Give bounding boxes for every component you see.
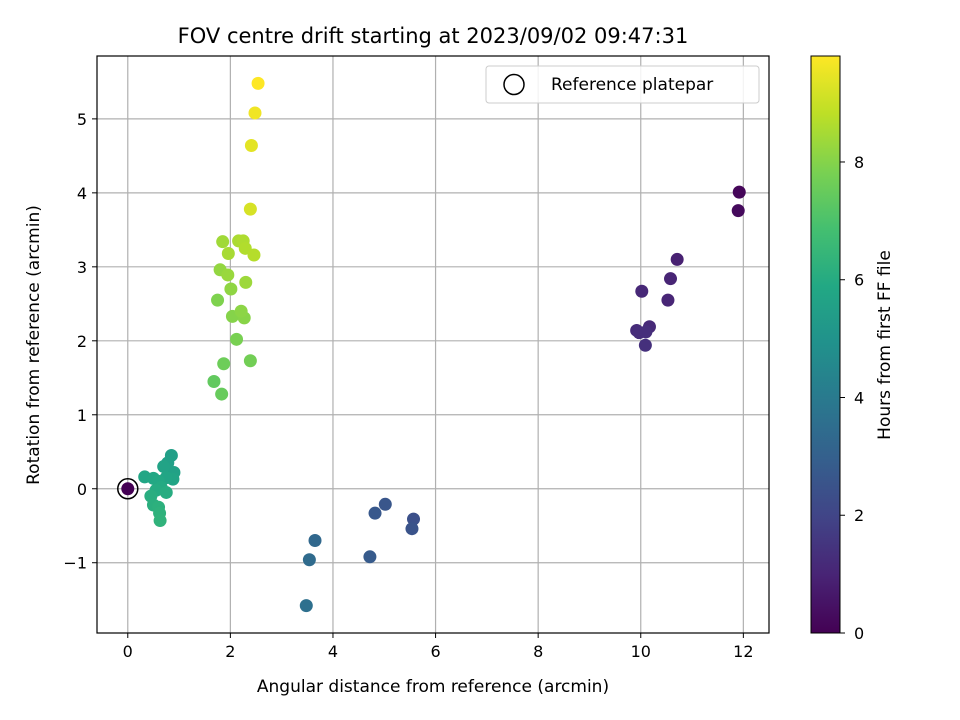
data-point	[635, 284, 649, 298]
x-tick-label: 8	[533, 642, 543, 661]
legend-box	[485, 65, 760, 104]
data-point	[230, 332, 244, 346]
data-point	[664, 272, 678, 286]
data-point	[224, 282, 238, 296]
data-point	[221, 268, 235, 282]
y-tick-label: 0	[77, 480, 87, 499]
x-axis-ticks: 0 2 4 6 8 10 12	[123, 633, 754, 661]
y-tick-label: 5	[77, 110, 87, 129]
data-point	[221, 247, 235, 261]
data-point	[244, 139, 258, 153]
y-axis-label: Rotation from reference (arcmin)	[24, 205, 44, 485]
x-tick-label: 0	[123, 642, 133, 661]
plot-frame	[96, 55, 770, 634]
x-tick-label: 2	[225, 642, 235, 661]
data-point	[159, 485, 173, 499]
y-tick-label: 2	[77, 332, 87, 351]
colorbar-tick-label: 4	[854, 388, 864, 407]
colorbar-ticks: 0 2 4 6 8	[840, 153, 864, 643]
colorbar	[810, 55, 841, 634]
data-point	[638, 338, 652, 352]
data-point	[153, 514, 167, 528]
data-point	[207, 374, 221, 388]
data-point	[378, 497, 392, 511]
data-point	[251, 76, 265, 90]
legend: Reference platepar	[485, 65, 760, 104]
y-tick-label: 3	[77, 258, 87, 277]
data-point	[247, 248, 261, 262]
colorbar-tick-label: 6	[854, 271, 864, 290]
x-tick-label: 4	[328, 642, 338, 661]
scatter-points	[121, 76, 746, 613]
x-tick-label: 10	[631, 642, 651, 661]
data-point	[405, 522, 419, 536]
data-point	[308, 534, 322, 548]
data-point	[215, 387, 229, 401]
data-point	[661, 293, 675, 307]
data-point	[248, 106, 262, 120]
data-point	[234, 304, 248, 318]
data-point	[299, 599, 313, 613]
data-point	[639, 325, 653, 339]
data-point	[121, 482, 135, 496]
reference-platepar-marker	[117, 478, 139, 500]
data-point	[239, 275, 253, 289]
data-point	[732, 185, 746, 199]
y-axis-ticks: −1 0 1 2 3 4 5	[63, 110, 97, 573]
data-point	[217, 357, 231, 371]
data-point	[243, 354, 257, 368]
data-point	[243, 202, 257, 216]
data-point	[363, 550, 377, 564]
y-tick-label: −1	[63, 554, 87, 573]
colorbar-tick-label: 0	[854, 624, 864, 643]
colorbar-tick-label: 2	[854, 506, 864, 525]
data-point	[731, 204, 745, 218]
reference-marker	[117, 478, 139, 500]
data-point	[368, 506, 382, 520]
data-point	[157, 460, 171, 474]
data-point	[211, 293, 225, 307]
data-point	[670, 252, 684, 266]
data-point	[407, 512, 421, 526]
y-tick-label: 4	[77, 184, 87, 203]
grid-lines	[97, 56, 769, 633]
colorbar-tick-label: 8	[854, 153, 864, 172]
x-axis-label: Angular distance from reference (arcmin)	[257, 677, 609, 697]
x-tick-label: 12	[733, 642, 753, 661]
y-tick-label: 1	[77, 406, 87, 425]
legend-label: Reference platepar	[551, 75, 713, 95]
colorbar-label: Hours from first FF file	[875, 250, 895, 440]
legend-marker-icon	[503, 73, 525, 96]
data-point	[302, 553, 316, 567]
data-point	[216, 235, 230, 249]
x-tick-label: 6	[430, 642, 440, 661]
chart-title: FOV centre drift starting at 2023/09/02 …	[178, 24, 689, 48]
